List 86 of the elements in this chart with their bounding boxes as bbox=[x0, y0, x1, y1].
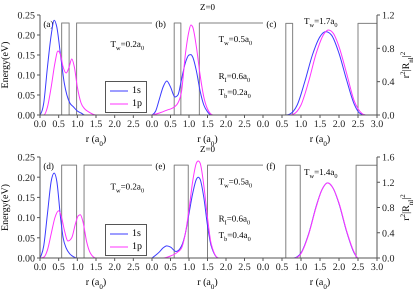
y-tick-label: 0.05 bbox=[18, 233, 35, 244]
x-tick-label: 0.0 bbox=[256, 262, 270, 274]
y-tick-label: 0.15 bbox=[18, 192, 35, 204]
annotation: T$_{b}$=0.2a$_{0}$ bbox=[218, 87, 251, 100]
x-tick-label: 2.5 bbox=[127, 262, 140, 274]
x-axis-title: r (a$_{0}$) bbox=[86, 134, 106, 148]
x-axis-title: r (a$_{0}$) bbox=[197, 277, 218, 291]
y-axis-title: Energy(eV) bbox=[0, 184, 11, 232]
annotation: (c) bbox=[266, 19, 276, 30]
x-tick-label: 1.5 bbox=[314, 262, 326, 274]
y-tick-label: 0.25 bbox=[18, 152, 35, 164]
x-tick-label: 3.0 bbox=[370, 119, 384, 130]
annotation: T$_{w}$=0.5a$_{0}$ bbox=[218, 34, 252, 47]
annotation: T$_{w}$=0.5a$_{0}$ bbox=[218, 176, 252, 190]
x-tick-label: 1.0 bbox=[71, 119, 84, 130]
x-tick-label: 1.5 bbox=[90, 262, 102, 274]
x-tick-label: 0.5 bbox=[276, 119, 288, 130]
annotation: T$_{b}$=0.4a$_{0}$ bbox=[218, 230, 251, 243]
x-tick-label: 2.0 bbox=[108, 262, 121, 274]
x-axis-title: r (a$_{0}$) bbox=[86, 277, 106, 291]
x-tick-label: 1.0 bbox=[182, 262, 196, 274]
x-tick-label: 0.5 bbox=[52, 262, 65, 274]
x-tick-label: 1.0 bbox=[294, 119, 308, 130]
x-tick-label: 3.0 bbox=[370, 262, 384, 274]
y-axis-title: Energy(eV) bbox=[0, 41, 11, 89]
y-tick-label: 0.05 bbox=[18, 90, 35, 102]
y-tick-label: 0.00 bbox=[18, 110, 35, 122]
x-tick-label: 2.0 bbox=[220, 262, 232, 274]
x-axis-title: r (a$_{0}$) bbox=[310, 134, 330, 148]
annotation: (b) bbox=[155, 19, 166, 30]
x-tick-label: 2.0 bbox=[332, 119, 346, 130]
x-tick-label: 0.5 bbox=[164, 119, 177, 130]
y2-tick-label: 1.2 bbox=[382, 10, 394, 22]
x-tick-label: 2.5 bbox=[127, 119, 140, 130]
x-tick-label: 2.0 bbox=[332, 262, 346, 274]
y2-tick-label: 0.0 bbox=[382, 254, 394, 265]
legend-label: 1p bbox=[132, 241, 142, 252]
y2-tick-label: 0.4 bbox=[382, 228, 394, 240]
text: Z=0 bbox=[200, 2, 216, 12]
legend-label: 1s bbox=[132, 85, 141, 96]
annotation: R$_{I}$=0.6a$_{0}$ bbox=[218, 71, 250, 84]
legend-label: 1s bbox=[132, 228, 141, 239]
x-tick-label: 0.5 bbox=[164, 262, 177, 274]
y2-tick-label: 0.0 bbox=[382, 110, 394, 122]
y2-tick-label: 1.6 bbox=[382, 152, 394, 164]
annotation: T$_{w}$=0.2a$_{0}$ bbox=[110, 181, 144, 194]
x-tick-label: 1.0 bbox=[71, 262, 84, 274]
y-tick-label: 0.20 bbox=[18, 172, 35, 184]
x-tick-label: 2.0 bbox=[220, 119, 232, 130]
x-tick-label: 1.5 bbox=[201, 262, 214, 274]
x-tick-label: 0.5 bbox=[52, 119, 65, 130]
x-tick-label: 1.0 bbox=[182, 119, 196, 130]
annotation: R$_{I}$=0.6a$_{0}$ bbox=[218, 214, 250, 227]
x-tick-label: 1.5 bbox=[90, 119, 102, 130]
y-tick-label: 0.00 bbox=[18, 254, 35, 265]
x-tick-label: 2.5 bbox=[238, 119, 251, 130]
y2-tick-label: 0.4 bbox=[382, 77, 394, 88]
x-tick-label: 0.0 bbox=[256, 119, 270, 130]
y2-tick-label: 0.8 bbox=[382, 44, 394, 55]
x-tick-label: 1.0 bbox=[294, 262, 308, 274]
x-tick-label: 0.0 bbox=[146, 119, 158, 130]
y-tick-label: 0.20 bbox=[18, 30, 35, 42]
annotation: (d) bbox=[43, 161, 54, 172]
x-tick-label: 2.0 bbox=[108, 119, 121, 130]
annotation: (f) bbox=[266, 161, 276, 172]
x-tick-label: 2.5 bbox=[352, 119, 364, 130]
x-tick-label: 0.0 bbox=[146, 262, 158, 274]
y-tick-label: 0.25 bbox=[18, 10, 35, 22]
x-axis-title: r (a$_{0}$) bbox=[310, 277, 330, 291]
x-tick-label: 0.0 bbox=[34, 119, 46, 130]
x-tick-label: 1.5 bbox=[201, 119, 214, 130]
y-tick-label: 0.10 bbox=[18, 70, 35, 82]
x-tick-label: 1.5 bbox=[314, 119, 326, 130]
y-tick-label: 0.10 bbox=[18, 213, 35, 224]
legend-label: 1p bbox=[132, 98, 142, 109]
annotation: (e) bbox=[155, 161, 166, 172]
y-tick-label: 0.15 bbox=[18, 50, 35, 62]
annotation: T$_{w}$=0.2a$_{0}$ bbox=[110, 39, 144, 52]
annotation: T$_{w}$=1.7a$_{0}$ bbox=[304, 16, 338, 29]
x-tick-label: 0.0 bbox=[34, 262, 46, 274]
annotation: T$_{w}$=1.4a$_{0}$ bbox=[304, 167, 338, 180]
y2-tick-label: 0.8 bbox=[382, 203, 394, 214]
x-tick-label: 0.5 bbox=[276, 262, 288, 274]
x-tick-label: 2.5 bbox=[352, 262, 364, 274]
y2-tick-label: 1.2 bbox=[382, 178, 394, 189]
x-tick-label: 2.5 bbox=[238, 262, 251, 274]
